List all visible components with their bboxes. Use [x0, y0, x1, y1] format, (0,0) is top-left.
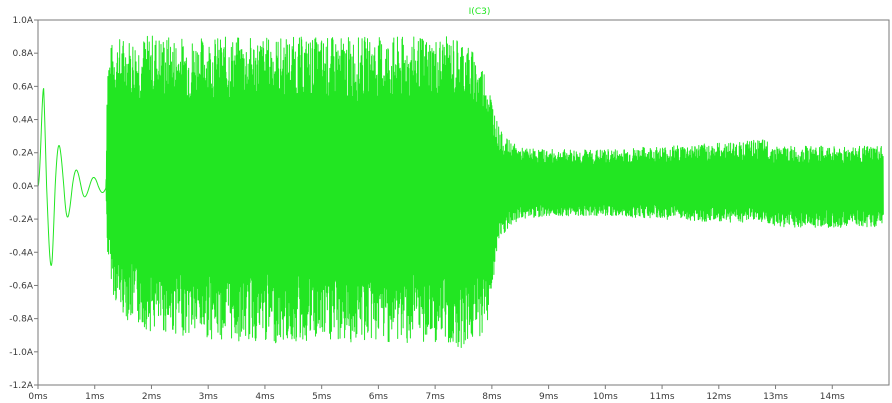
y-tick-label: -1.2A: [9, 381, 34, 391]
x-tick-label: 11ms: [650, 392, 675, 402]
x-tick-label: 5ms: [312, 392, 331, 402]
x-tick-label: 10ms: [593, 392, 618, 402]
x-tick-label: 4ms: [255, 392, 274, 402]
y-axis: 1.0A 0.8A 0.6A 0.4A 0.2A 0.0A -0.2A -0.4A -0.6A -…: [9, 16, 38, 391]
y-tick-label: -1.0A: [9, 348, 34, 358]
x-tick-label: 1ms: [85, 392, 104, 402]
x-tick-label: 14ms: [820, 392, 845, 402]
x-tick-label: 3ms: [199, 392, 218, 402]
current-trace-line: [37, 35, 884, 348]
y-tick-label: 0.0A: [13, 182, 34, 192]
x-tick-label: 8ms: [482, 392, 501, 402]
trace-title: I(C3): [469, 7, 491, 17]
trace-group: [37, 35, 884, 348]
x-tick-label: 6ms: [369, 392, 388, 402]
x-tick-label: 13ms: [763, 392, 788, 402]
x-tick-label: 7ms: [426, 392, 445, 402]
y-tick-label: 1.0A: [13, 16, 34, 26]
y-tick-label: -0.2A: [9, 215, 34, 225]
y-tick-label: 0.6A: [13, 82, 34, 92]
y-tick-label: 0.4A: [13, 116, 34, 126]
y-tick-label: -0.6A: [9, 281, 34, 291]
x-tick-label: 2ms: [142, 392, 161, 402]
y-tick-label: -0.8A: [9, 315, 34, 325]
x-tick-label: 12ms: [706, 392, 731, 402]
x-tick-label: 0ms: [28, 392, 47, 402]
x-axis: 0ms 1ms 2ms 3ms 4ms 5ms 6ms 7ms 8ms 9ms 10ms 11ms 12…: [28, 385, 845, 402]
y-tick-label: -0.4A: [9, 248, 34, 258]
y-tick-label: 0.8A: [13, 49, 34, 59]
x-tick-label: 9ms: [539, 392, 558, 402]
y-tick-label: 0.2A: [13, 149, 34, 159]
plot-frame: [37, 19, 890, 386]
